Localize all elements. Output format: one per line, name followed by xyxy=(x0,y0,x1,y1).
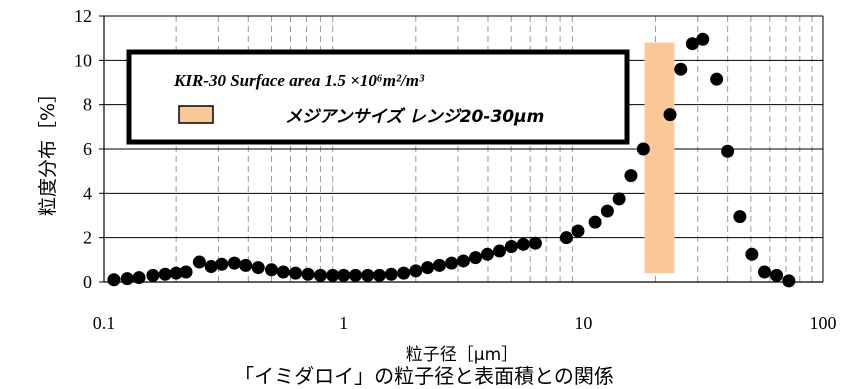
data-point xyxy=(559,231,573,245)
data-point xyxy=(571,224,585,238)
data-point xyxy=(528,236,542,250)
x-tick-label: 10 xyxy=(574,313,592,333)
x-tick-label: 0.1 xyxy=(93,313,116,333)
data-point xyxy=(710,72,724,86)
y-tick-label: 10 xyxy=(74,50,92,70)
chart-caption: 「イミダロイ」の粒子径と表面積との関係 xyxy=(234,364,614,388)
data-point xyxy=(169,266,183,280)
data-point xyxy=(757,265,771,279)
data-point xyxy=(782,274,796,288)
y-tick-label: 2 xyxy=(83,228,92,248)
data-point xyxy=(204,259,218,273)
data-point xyxy=(456,254,470,268)
data-point xyxy=(239,258,253,272)
data-point xyxy=(146,268,160,282)
data-point xyxy=(516,237,530,251)
data-point xyxy=(663,108,677,122)
data-point xyxy=(733,210,747,224)
median-range-band-layer xyxy=(644,42,675,274)
data-point xyxy=(612,192,626,206)
y-tick-label: 6 xyxy=(83,139,92,159)
data-point xyxy=(313,268,327,282)
data-point xyxy=(504,240,518,254)
data-point xyxy=(624,169,638,183)
data-point xyxy=(227,256,241,270)
data-points xyxy=(107,32,796,288)
data-point xyxy=(289,266,303,280)
data-point xyxy=(179,265,193,279)
data-point xyxy=(192,255,206,269)
y-tick-label: 12 xyxy=(74,6,92,26)
data-point xyxy=(251,261,265,275)
data-point xyxy=(445,256,459,270)
data-point xyxy=(409,264,423,278)
data-point xyxy=(696,32,710,46)
data-point xyxy=(337,268,351,282)
y-axis-label: 粒度分布［%］ xyxy=(37,84,59,216)
data-point xyxy=(480,247,494,261)
data-point xyxy=(745,247,759,261)
data-point xyxy=(132,271,146,285)
x-tick-label: 1 xyxy=(339,313,348,333)
data-point xyxy=(432,258,446,272)
y-tick-label: 0 xyxy=(83,272,92,292)
legend: KIR-30 Surface area 1.5 ×10⁶m²/m³ メジアンサイ… xyxy=(126,49,630,145)
data-point xyxy=(588,215,602,229)
legend-box xyxy=(126,49,630,145)
data-point xyxy=(636,142,650,156)
data-point xyxy=(600,204,614,218)
data-point xyxy=(265,263,279,277)
data-point xyxy=(158,267,172,281)
data-point xyxy=(384,267,398,281)
data-point xyxy=(361,268,375,282)
x-tick-label: 100 xyxy=(810,313,837,333)
axes xyxy=(99,15,824,283)
median-range-band xyxy=(644,42,675,274)
y-tick-label: 4 xyxy=(83,183,92,203)
data-point xyxy=(326,268,340,282)
data-point xyxy=(493,244,507,258)
data-point xyxy=(421,261,435,275)
data-point xyxy=(107,273,121,287)
x-axis-label: 粒子径［μm］ xyxy=(406,345,518,365)
data-point xyxy=(685,37,699,51)
y-tick-label: 8 xyxy=(83,95,92,115)
data-point xyxy=(721,144,735,158)
legend-swatch xyxy=(178,105,214,124)
data-point xyxy=(348,268,362,282)
tick-labels: 0 2 4 6 8 10 12 0.1 1 10 100 xyxy=(74,6,837,333)
data-point xyxy=(397,266,411,280)
data-point xyxy=(276,265,290,279)
data-point xyxy=(301,267,315,281)
data-point xyxy=(770,268,784,282)
legend-line2: メジアンサイズ レンジ20-30μm xyxy=(285,107,544,127)
legend-line1: KIR-30 Surface area 1.5 ×10⁶m²/m³ xyxy=(173,71,425,90)
data-point xyxy=(674,62,688,76)
data-point xyxy=(469,251,483,265)
data-point xyxy=(215,257,229,271)
data-point xyxy=(120,272,134,286)
data-point xyxy=(372,268,386,282)
